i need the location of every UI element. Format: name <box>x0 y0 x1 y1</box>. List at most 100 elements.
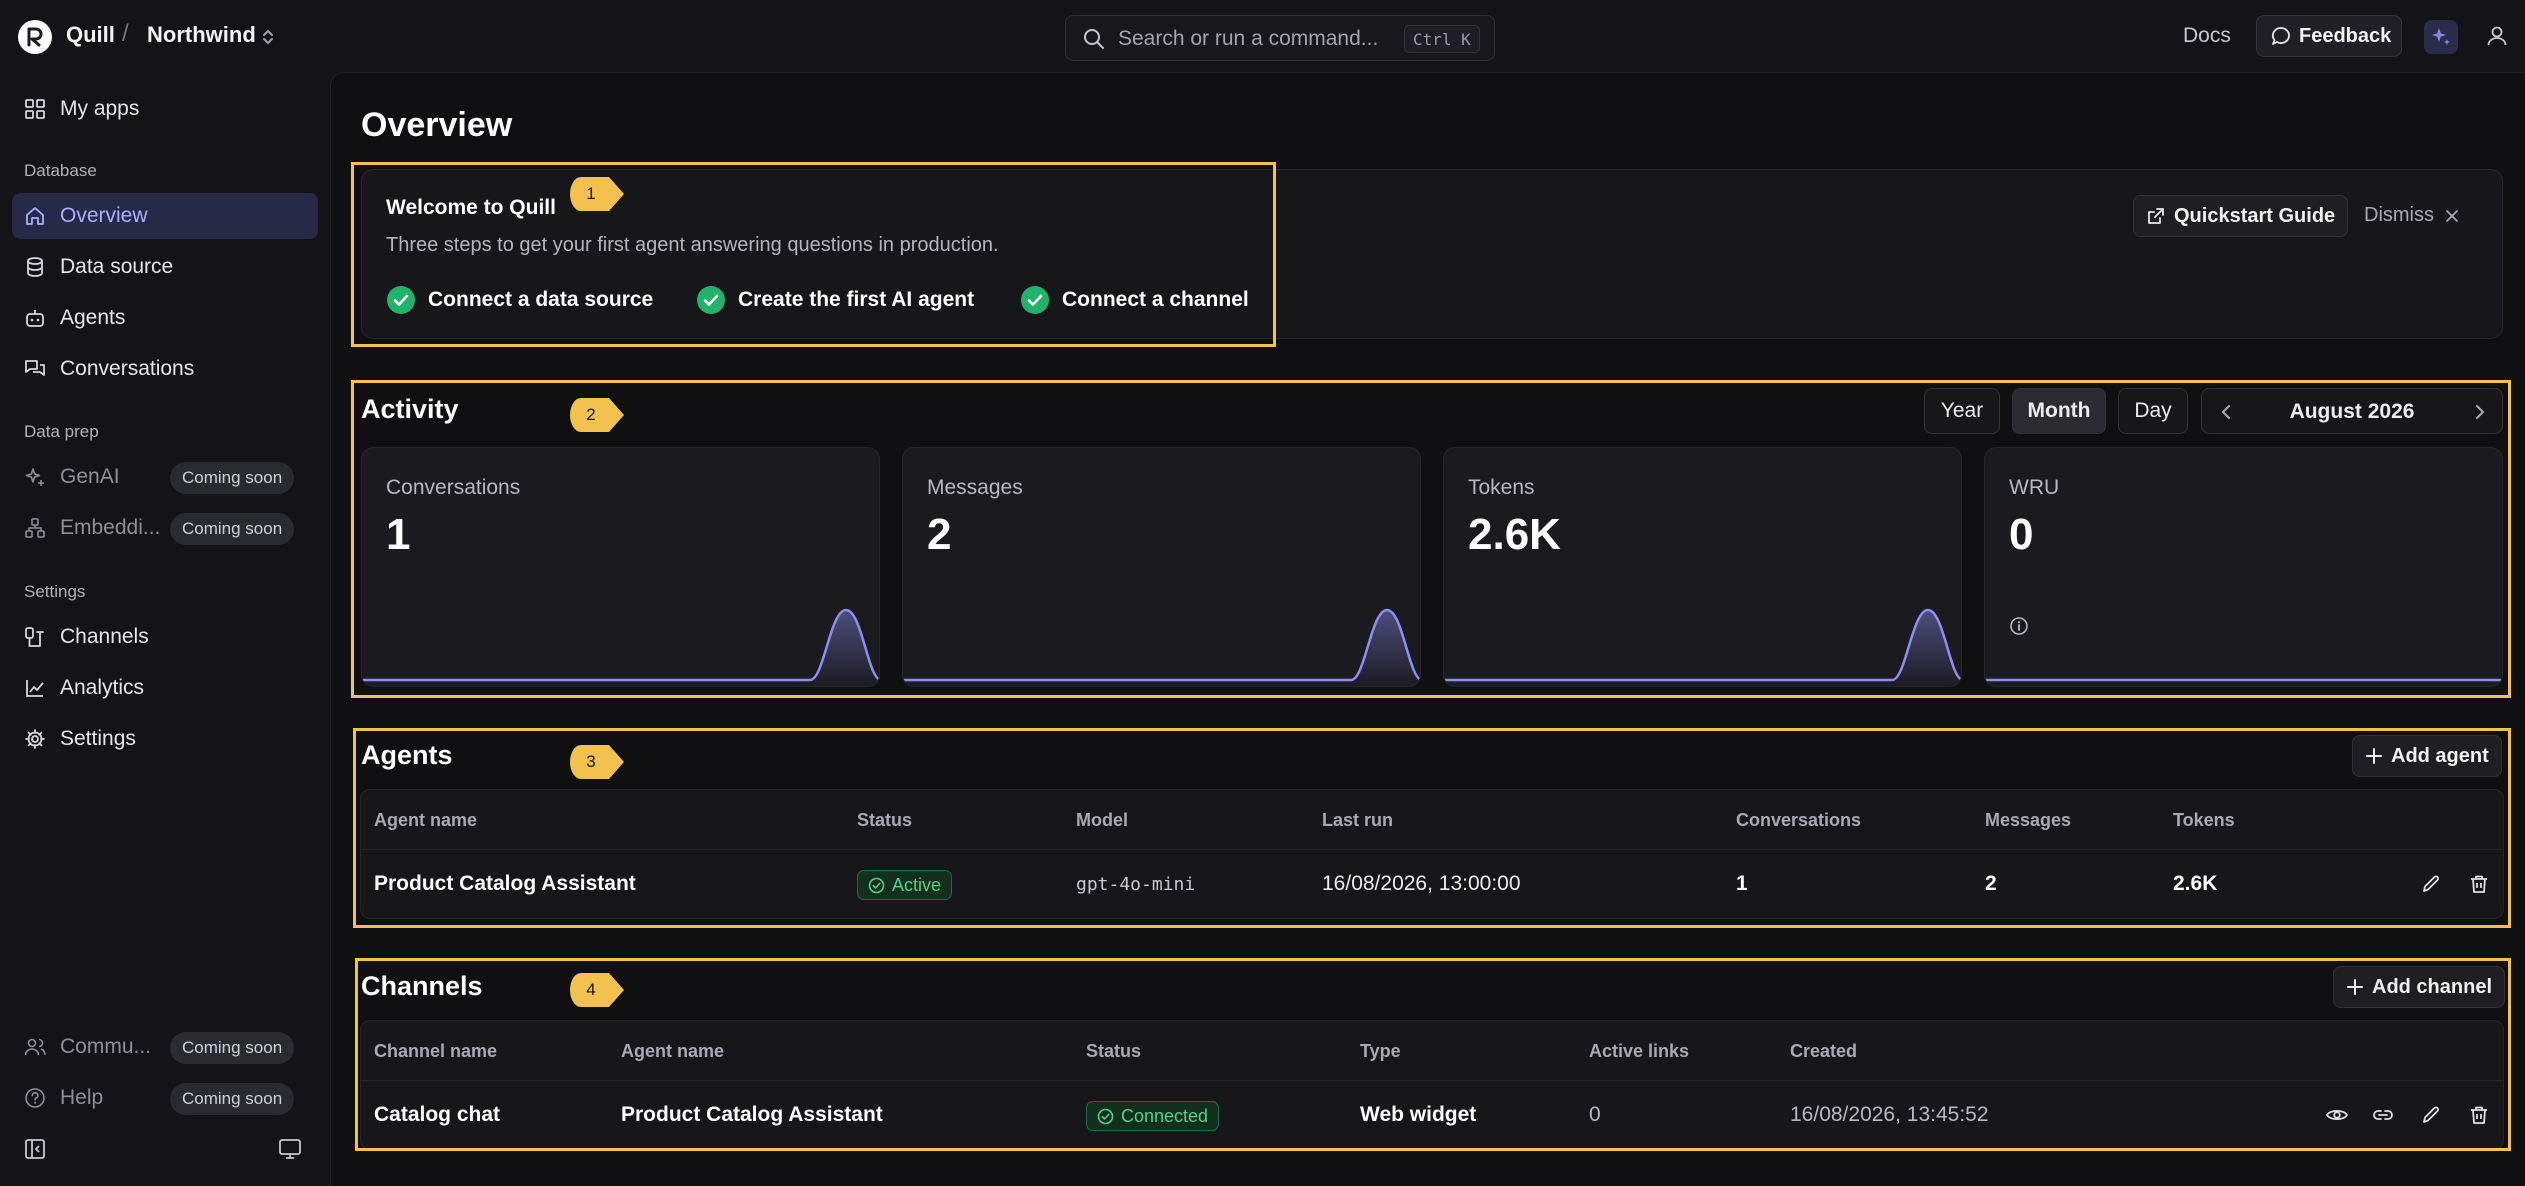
chat-bubbles-icon <box>25 360 45 376</box>
edit-icon[interactable] <box>2417 1101 2445 1129</box>
monitor-icon[interactable] <box>278 1138 302 1160</box>
table-row[interactable]: Product Catalog Assistant Active gpt-4o-… <box>361 850 2503 918</box>
channels-title: Channels <box>361 971 483 1001</box>
sidebar-item-settings[interactable]: Settings <box>12 716 318 762</box>
gear-icon <box>25 729 45 749</box>
period-month[interactable]: Month <box>2012 388 2106 434</box>
trash-icon[interactable] <box>2465 1101 2493 1129</box>
column-header[interactable]: Agent name <box>374 810 478 830</box>
sidebar-item-conversations[interactable]: Conversations <box>12 346 318 392</box>
table-header: Channel name Agent name Status Type Acti… <box>361 1021 2503 1081</box>
sidebar-item-channels[interactable]: Channels <box>12 614 318 660</box>
welcome-subtitle: Three steps to get your first agent answ… <box>386 234 999 256</box>
external-link-icon <box>2148 208 2164 224</box>
step-label: Create the first AI agent <box>738 288 975 311</box>
sidebar-item-label: Conversations <box>60 357 195 380</box>
sidebar-item-my-apps[interactable]: My apps <box>12 86 318 132</box>
add-channel-label: Add channel <box>2372 975 2493 998</box>
check-circle-icon <box>387 286 415 314</box>
sparkline-area <box>903 610 1420 686</box>
dismiss-button[interactable]: Dismiss <box>2364 204 2460 227</box>
add-agent-label: Add agent <box>2391 744 2489 767</box>
sidebar-item-label: My apps <box>60 97 140 120</box>
metric-card-wru: WRU 0 <box>1984 447 2503 687</box>
sidebar-item-community: Commu... <box>12 1024 318 1070</box>
step-connect-channel[interactable]: Connect a channel <box>1020 285 1249 315</box>
quickstart-guide-button[interactable]: Quickstart Guide <box>2133 195 2349 237</box>
column-header[interactable]: Agent name <box>621 1041 725 1061</box>
feedback-button[interactable]: Feedback <box>2256 15 2402 57</box>
search-icon <box>1082 27 1106 51</box>
step-marker-3: 3 <box>569 744 625 780</box>
column-header[interactable]: Tokens <box>2173 810 2235 830</box>
chevron-right-icon[interactable] <box>2472 404 2486 420</box>
home-icon <box>26 207 44 225</box>
status-label: Active <box>892 874 942 895</box>
chevron-left-icon[interactable] <box>2220 404 2234 420</box>
sidebar-item-data-source[interactable]: Data source <box>12 244 318 290</box>
collapse-sidebar-icon[interactable] <box>24 1138 46 1160</box>
add-agent-button[interactable]: Add agent <box>2352 735 2502 777</box>
channel-name[interactable]: Catalog chat <box>374 1103 501 1126</box>
info-icon[interactable] <box>2009 616 2029 636</box>
coming-soon-badge: Coming soon <box>170 513 295 545</box>
link-icon[interactable] <box>2369 1101 2397 1129</box>
sidebar-heading-settings: Settings <box>24 582 86 601</box>
step-marker-4: 4 <box>569 972 625 1008</box>
column-header[interactable]: Last run <box>1322 810 1394 830</box>
docs-link[interactable]: Docs <box>2183 24 2231 47</box>
column-header[interactable]: Status <box>857 810 913 830</box>
agent-tokens: 2.6K <box>2173 872 2218 895</box>
sidebar-item-label: Embeddi... <box>60 516 161 539</box>
add-channel-button[interactable]: Add channel <box>2333 966 2506 1008</box>
app-name[interactable]: Quill <box>66 22 115 47</box>
table-row[interactable]: Catalog chat Product Catalog Assistant C… <box>361 1081 2503 1149</box>
sidebar-item-embeddings: Embeddi... <box>12 505 318 551</box>
channel-agent-name[interactable]: Product Catalog Assistant <box>621 1103 883 1126</box>
sidebar-item-agents[interactable]: Agents <box>12 295 318 341</box>
edit-icon[interactable] <box>2417 870 2445 898</box>
marker-number: 1 <box>586 184 596 203</box>
table-header: Agent name Status Model Last run Convers… <box>361 790 2503 850</box>
metric-label: Conversations <box>386 476 521 499</box>
sidebar-item-analytics[interactable]: Analytics <box>12 665 318 711</box>
column-header[interactable]: Status <box>1086 1041 1142 1061</box>
search-placeholder: Search or run a command... <box>1118 27 1379 50</box>
agent-name[interactable]: Product Catalog Assistant <box>374 872 636 895</box>
month-picker: August 2026 <box>2201 388 2503 434</box>
metric-label-wru: WRU <box>2009 476 2059 635</box>
command-search[interactable]: Search or run a command... Ctrl K <box>1065 15 1495 61</box>
agent-last-run: 16/08/2026, 13:00:00 <box>1322 872 1521 895</box>
column-header[interactable]: Channel name <box>374 1041 498 1061</box>
agent-model: gpt-4o-mini <box>1076 874 1196 895</box>
step-create-agent[interactable]: Create the first AI agent <box>696 285 974 315</box>
step-connect-data-source[interactable]: Connect a data source <box>386 285 653 315</box>
column-header[interactable]: Active links <box>1589 1041 1690 1061</box>
channel-type: Web widget <box>1360 1103 1477 1126</box>
user-profile-icon[interactable] <box>2485 24 2509 48</box>
sidebar-item-overview[interactable]: Overview <box>12 193 318 239</box>
chevron-up-down-icon[interactable] <box>260 27 276 47</box>
workspace-switcher[interactable]: Northwind <box>147 22 256 47</box>
sidebar-item-label: Help <box>60 1086 104 1109</box>
period-year[interactable]: Year <box>1924 388 2000 434</box>
ai-sparkle-button[interactable] <box>2424 20 2458 54</box>
sparkles-icon <box>25 468 44 486</box>
quill-logo-icon[interactable] <box>18 20 52 54</box>
sparkline-chart <box>903 608 1420 686</box>
top-bar: Quill / Northwind Search or run a comman… <box>0 0 2525 72</box>
quickstart-label: Quickstart Guide <box>2174 204 2336 227</box>
sidebar-item-label: Settings <box>60 727 136 750</box>
trash-icon[interactable] <box>2465 870 2493 898</box>
check-circle-icon <box>1097 1108 1114 1124</box>
period-day[interactable]: Day <box>2118 388 2188 434</box>
column-header[interactable]: Created <box>1790 1041 1858 1061</box>
column-header[interactable]: Conversations <box>1736 810 1862 830</box>
channel-created: 16/08/2026, 13:45:52 <box>1790 1103 1989 1126</box>
metric-label: Messages <box>927 476 1023 499</box>
column-header[interactable]: Model <box>1076 810 1128 830</box>
column-header[interactable]: Type <box>1360 1041 1401 1061</box>
sidebar-item-genai: GenAI <box>12 454 318 500</box>
eye-icon[interactable] <box>2323 1101 2351 1129</box>
column-header[interactable]: Messages <box>1985 810 2072 830</box>
